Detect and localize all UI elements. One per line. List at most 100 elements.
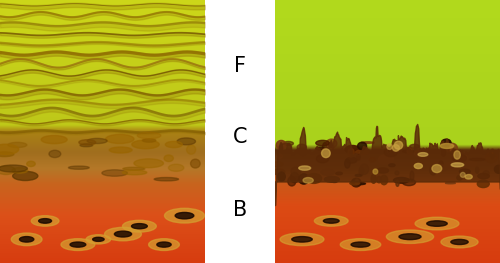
Ellipse shape [430,165,436,175]
Ellipse shape [12,168,28,173]
Ellipse shape [0,165,28,172]
Ellipse shape [350,181,360,185]
Ellipse shape [410,144,419,148]
Ellipse shape [355,174,362,176]
Ellipse shape [154,178,178,181]
Ellipse shape [494,165,500,173]
Ellipse shape [316,140,330,146]
Ellipse shape [292,237,312,242]
Ellipse shape [376,176,382,183]
Ellipse shape [0,144,18,154]
Ellipse shape [332,180,337,183]
Ellipse shape [478,173,490,179]
Ellipse shape [138,132,161,139]
Ellipse shape [466,161,477,166]
Text: C: C [233,127,247,147]
Ellipse shape [392,145,400,151]
Ellipse shape [32,216,59,226]
Ellipse shape [157,242,171,247]
Ellipse shape [414,150,425,157]
Ellipse shape [132,140,159,149]
Ellipse shape [441,236,478,248]
Ellipse shape [123,167,145,170]
Ellipse shape [442,139,451,145]
Ellipse shape [297,144,306,150]
Text: B: B [233,200,247,220]
Ellipse shape [345,145,360,154]
Ellipse shape [8,142,27,148]
Ellipse shape [142,139,156,142]
Ellipse shape [394,141,402,149]
Ellipse shape [352,178,361,187]
Ellipse shape [186,145,196,154]
Ellipse shape [346,157,357,163]
Ellipse shape [321,169,334,175]
Ellipse shape [446,143,458,153]
Ellipse shape [414,163,422,169]
Ellipse shape [104,227,142,241]
Ellipse shape [352,183,366,185]
Ellipse shape [418,153,428,156]
Ellipse shape [356,150,369,155]
Ellipse shape [306,174,322,183]
Ellipse shape [380,175,388,185]
Ellipse shape [272,169,285,175]
Ellipse shape [280,143,291,152]
Ellipse shape [356,179,358,184]
Ellipse shape [359,167,364,175]
Ellipse shape [476,167,479,173]
Ellipse shape [87,138,107,144]
Ellipse shape [291,167,301,176]
Ellipse shape [344,159,350,168]
Ellipse shape [378,155,394,165]
Ellipse shape [371,174,376,183]
Ellipse shape [452,155,466,162]
Ellipse shape [12,233,42,246]
Ellipse shape [386,230,434,244]
Ellipse shape [424,153,427,156]
Ellipse shape [446,183,456,184]
Ellipse shape [396,180,399,186]
Ellipse shape [300,151,306,156]
Ellipse shape [49,150,61,158]
Ellipse shape [290,172,299,183]
Ellipse shape [387,144,392,150]
Ellipse shape [470,158,485,161]
Ellipse shape [465,174,472,179]
Ellipse shape [457,175,462,180]
Ellipse shape [177,138,196,145]
Ellipse shape [384,148,398,157]
Ellipse shape [102,170,128,176]
Ellipse shape [402,150,413,153]
Ellipse shape [70,242,86,247]
Ellipse shape [336,172,342,175]
Ellipse shape [164,208,204,223]
Ellipse shape [298,166,310,170]
Ellipse shape [427,221,447,226]
Ellipse shape [298,174,309,184]
Text: F: F [234,56,246,76]
Ellipse shape [361,142,374,144]
Ellipse shape [26,161,36,166]
Ellipse shape [415,217,459,230]
Ellipse shape [280,233,324,246]
Ellipse shape [460,172,466,177]
Ellipse shape [373,169,378,174]
Ellipse shape [402,179,415,186]
Ellipse shape [41,135,67,144]
Ellipse shape [122,220,156,232]
Ellipse shape [316,147,326,150]
Ellipse shape [483,171,490,176]
Ellipse shape [316,155,328,163]
Ellipse shape [278,172,285,181]
Ellipse shape [122,170,147,175]
Ellipse shape [451,239,468,245]
Ellipse shape [288,176,296,186]
Ellipse shape [432,165,442,173]
Ellipse shape [79,140,96,145]
Ellipse shape [340,239,381,250]
Ellipse shape [148,239,180,250]
Ellipse shape [106,134,134,144]
Ellipse shape [134,159,164,168]
Ellipse shape [110,147,132,153]
